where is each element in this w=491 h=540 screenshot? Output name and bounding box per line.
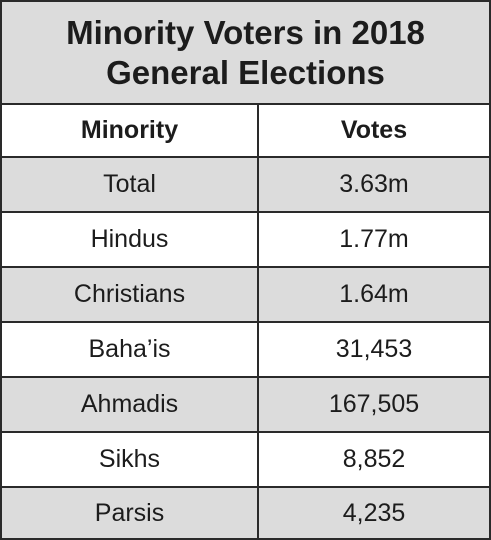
- header-minority: Minority: [2, 105, 259, 156]
- votes-cell: 4,235: [342, 498, 406, 527]
- title-line-1: Minority Voters in 2018: [66, 13, 425, 51]
- table-row: Baha’is 31,453: [2, 323, 489, 378]
- votes-cell: 1.77m: [339, 225, 409, 253]
- table-row: Ahmadis 167,505: [2, 378, 489, 433]
- table-row: Parsis 4,235: [2, 488, 489, 538]
- title-line-2: General Elections: [106, 53, 385, 91]
- minority-cell: Hindus: [2, 213, 259, 266]
- table-title: Minority Voters in 2018 General Election…: [2, 2, 489, 105]
- minority-cell: Ahmadis: [2, 378, 259, 431]
- votes-cell: 1.64m: [339, 280, 409, 308]
- header-votes: Votes: [340, 116, 408, 144]
- minority-cell: Christians: [2, 268, 259, 321]
- header-row: Minority Votes: [2, 105, 489, 158]
- minority-cell: Parsis: [2, 488, 259, 538]
- table-row: Sikhs 8,852: [2, 433, 489, 488]
- minority-cell: Sikhs: [2, 433, 259, 486]
- votes-cell: 3.63m: [339, 170, 409, 198]
- votes-cell: 167,505: [328, 390, 420, 418]
- votes-cell: 8,852: [342, 445, 406, 473]
- table-row: Christians 1.64m: [2, 268, 489, 323]
- table-row: Hindus 1.77m: [2, 213, 489, 268]
- table-row: Total 3.63m: [2, 158, 489, 213]
- minority-cell: Total: [2, 158, 259, 211]
- votes-cell: 31,453: [335, 335, 413, 363]
- minority-cell: Baha’is: [2, 323, 259, 376]
